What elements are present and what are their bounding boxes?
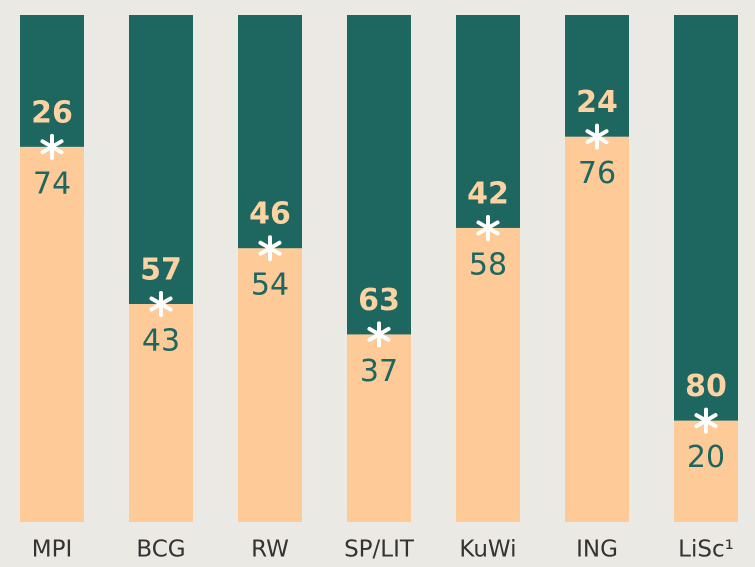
value-label: 57 <box>140 252 182 287</box>
bar-segment <box>565 15 629 137</box>
asterisk <box>149 296 173 312</box>
bar-segment <box>129 303 193 522</box>
bar-segment <box>238 248 302 522</box>
value-label: 26 <box>31 95 73 130</box>
bar-segment <box>565 136 629 522</box>
bar-segment <box>347 334 411 522</box>
value-label: 42 <box>467 176 509 211</box>
bar-segment <box>20 146 84 522</box>
x-tick-label: MPI <box>32 537 73 563</box>
asterisk <box>694 413 718 429</box>
asterisk <box>367 326 391 342</box>
x-tick-label: KuWi <box>459 537 516 563</box>
bar-segment <box>674 420 738 522</box>
value-label: 76 <box>578 156 616 191</box>
value-label: 20 <box>687 440 725 475</box>
value-label: 46 <box>249 197 291 232</box>
bar-segment <box>456 227 520 522</box>
asterisk <box>585 129 609 145</box>
bar-segment <box>238 15 302 249</box>
asterisk <box>258 240 282 256</box>
asterisk <box>476 220 500 236</box>
bar-segment <box>456 15 520 228</box>
value-label: 43 <box>142 323 180 358</box>
value-label: 54 <box>251 268 289 303</box>
value-label: 24 <box>576 85 618 120</box>
x-tick-label: LiSc¹ <box>678 537 734 563</box>
asterisk <box>40 139 64 155</box>
value-label: 37 <box>360 354 398 389</box>
bar-segment <box>347 15 411 335</box>
x-tick-label: SP/LIT <box>344 537 415 563</box>
value-label: 58 <box>469 247 507 282</box>
bar-segment <box>20 15 84 147</box>
bar-segment <box>674 15 738 421</box>
x-tick-label: BCG <box>136 537 185 563</box>
x-tick-label: ING <box>576 537 618 563</box>
bar-segment <box>129 15 193 304</box>
value-label: 80 <box>685 369 727 404</box>
value-label: 74 <box>33 166 71 201</box>
x-tick-label: RW <box>251 537 289 563</box>
value-label: 63 <box>358 283 400 318</box>
